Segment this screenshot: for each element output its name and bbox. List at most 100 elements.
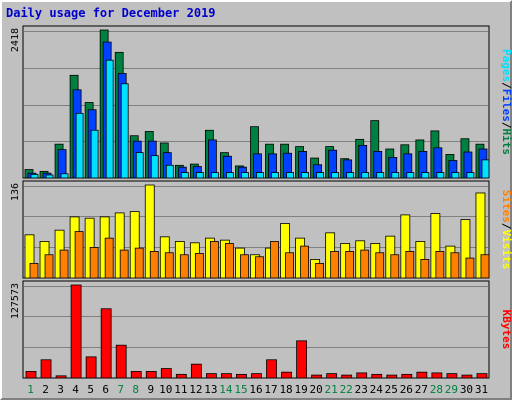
bar-pages <box>301 172 309 179</box>
bar-visits <box>460 219 471 279</box>
bar-sites <box>300 245 309 279</box>
day-label: 27 <box>415 383 428 396</box>
bar-pages <box>271 172 279 179</box>
bar-visits <box>24 234 35 279</box>
bar-kbytes <box>25 371 37 379</box>
bar-pages <box>466 172 475 179</box>
bar-kbytes <box>236 373 247 379</box>
bar-kbytes <box>85 356 97 379</box>
bar-kbytes <box>145 371 157 379</box>
bar-kbytes <box>266 359 277 379</box>
bar-sites <box>179 254 189 279</box>
bar-kbytes <box>461 374 473 379</box>
bar-kbytes <box>100 308 112 379</box>
bar-pages <box>135 152 144 179</box>
bar-pages <box>150 155 159 179</box>
bar-sites <box>360 249 370 279</box>
legend-separator: / <box>500 223 512 230</box>
bar-pages <box>481 159 490 179</box>
bar-sites <box>375 252 385 279</box>
bar-pages <box>180 172 189 179</box>
bar-visits <box>280 223 290 279</box>
day-label: 10 <box>159 383 172 396</box>
day-label: 7 <box>117 383 124 396</box>
day-label: 11 <box>174 383 187 396</box>
y-max-label: 127573 <box>10 283 21 319</box>
bar-kbytes <box>311 374 323 379</box>
y-max-label: 136 <box>10 183 21 201</box>
bar-kbytes <box>70 284 82 379</box>
day-label: 17 <box>264 383 277 396</box>
bar-visits <box>114 212 125 279</box>
bar-pages <box>45 174 54 179</box>
legend-kbytes: KBytes <box>500 310 512 350</box>
bar-kbytes <box>356 372 368 379</box>
bar-visits <box>430 213 441 279</box>
bar-pages <box>436 172 445 179</box>
legend-text: Sites/Visits <box>500 190 512 270</box>
bar-kbytes <box>175 373 187 379</box>
bar-kbytes <box>386 374 398 379</box>
bar-sites <box>270 241 279 279</box>
legend-files: Files <box>500 89 512 122</box>
day-label: 5 <box>87 383 94 396</box>
bar-kbytes <box>431 372 443 379</box>
day-label: 13 <box>204 383 217 396</box>
day-label: 24 <box>370 383 384 396</box>
bar-pages <box>165 164 174 179</box>
bar-pages <box>451 172 460 179</box>
bar-kbytes <box>476 373 488 379</box>
bar-kbytes <box>326 373 338 379</box>
legend-text: KBytes <box>500 310 512 350</box>
bar-kbytes <box>40 359 52 379</box>
bar-kbytes <box>296 340 307 379</box>
legend-pages: Pages <box>500 49 512 82</box>
bar-kbytes <box>416 371 428 379</box>
bar-kbytes <box>371 373 383 379</box>
bar-kbytes <box>401 373 413 379</box>
bar-sites <box>59 249 69 279</box>
bar-kbytes <box>221 373 232 379</box>
day-label: 18 <box>279 383 292 396</box>
day-label: 25 <box>385 383 398 396</box>
bar-pages <box>316 172 325 179</box>
day-label: 6 <box>102 383 109 396</box>
bar-sites <box>29 262 39 279</box>
y-max-label: 2418 <box>10 28 21 52</box>
day-label: 19 <box>294 383 307 396</box>
bar-kbytes <box>160 368 172 379</box>
bar-sites <box>225 243 234 279</box>
day-label: 16 <box>249 383 262 396</box>
bar-sites <box>149 251 159 279</box>
bar-kbytes <box>251 373 262 379</box>
day-label: 3 <box>57 383 64 396</box>
bar-visits <box>129 211 140 279</box>
legend-visits: Visits <box>500 230 512 270</box>
day-label: 29 <box>445 383 458 396</box>
bar-sites <box>119 249 129 279</box>
legend-sites: Sites <box>500 190 512 223</box>
bar-kbytes <box>130 371 142 379</box>
bar-pages <box>195 172 204 179</box>
day-label: 26 <box>400 383 413 396</box>
bar-sites <box>480 254 490 279</box>
day-label: 4 <box>72 383 79 396</box>
legend-hits: Hits <box>500 129 512 156</box>
day-label: 2 <box>42 383 49 396</box>
day-label: 31 <box>475 383 488 396</box>
bar-sites <box>44 254 54 279</box>
day-label: 28 <box>430 383 443 396</box>
bar-sites <box>194 253 204 279</box>
bar-pages <box>210 172 219 179</box>
day-label: 8 <box>132 383 139 396</box>
day-label: 14 <box>219 383 233 396</box>
day-label: 12 <box>189 383 202 396</box>
bar-pages <box>30 173 39 179</box>
legend-separator: / <box>500 122 512 129</box>
bar-sites <box>104 237 114 279</box>
day-label: 30 <box>460 383 473 396</box>
bar-visits <box>400 214 411 279</box>
bar-sites <box>285 252 294 279</box>
bar-sites <box>390 254 400 279</box>
